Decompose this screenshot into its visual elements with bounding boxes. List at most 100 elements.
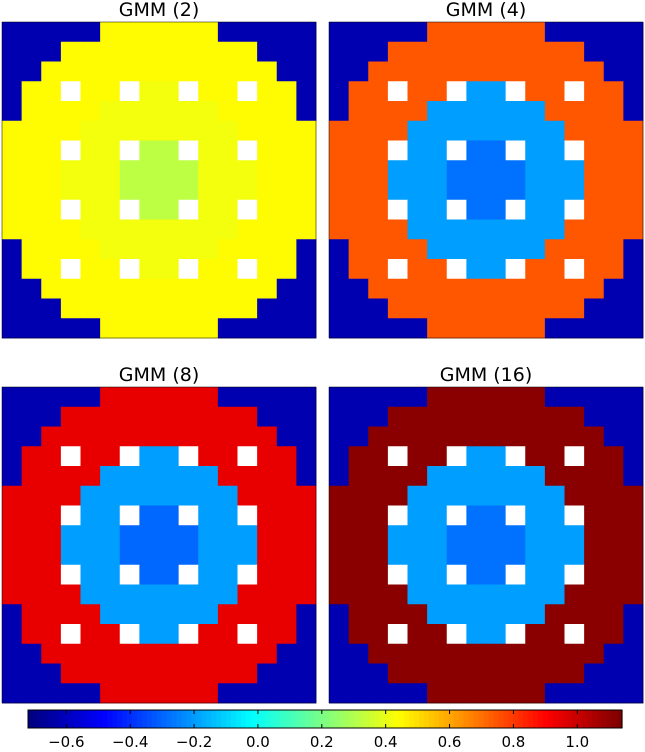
heatmap-cell	[119, 584, 140, 605]
heatmap-cell	[407, 466, 428, 487]
heatmap-cell	[603, 604, 624, 625]
colorbar-tick-label: −0.6	[48, 733, 84, 751]
heatmap-cell	[329, 604, 350, 625]
heatmap-cell	[486, 505, 507, 526]
heatmap-cell	[446, 180, 467, 201]
heatmap-cell	[237, 683, 258, 704]
heatmap-cell	[257, 505, 278, 526]
heatmap-cell	[2, 199, 23, 220]
colorbar-segment	[552, 710, 559, 728]
heatmap-cell	[276, 259, 297, 280]
heatmap-cell	[525, 239, 546, 260]
heatmap-cell	[544, 278, 565, 299]
colorbar-segment	[87, 710, 93, 728]
heatmap-cell	[217, 466, 238, 487]
heatmap-cell	[257, 318, 278, 339]
colorbar-segment	[498, 710, 504, 728]
heatmap-cell	[427, 564, 448, 585]
heatmap-cell	[505, 426, 526, 447]
colorbar-segment	[364, 710, 371, 728]
heatmap-cell	[257, 160, 278, 181]
heatmap-cell	[296, 239, 317, 260]
heatmap-cell	[80, 406, 101, 427]
heatmap-cell	[276, 545, 297, 566]
heatmap-cell	[80, 180, 101, 201]
heatmap-cell	[41, 81, 62, 102]
heatmap-cell	[276, 180, 297, 201]
heatmap-cell	[407, 61, 428, 82]
heatmap-cell	[466, 41, 487, 62]
colorbar-segment	[562, 710, 569, 728]
heatmap-cell	[276, 41, 297, 62]
heatmap-cell	[100, 426, 121, 447]
heatmap-cell	[407, 584, 428, 605]
heatmap-cell	[407, 318, 428, 339]
heatmap-cell	[21, 61, 42, 82]
heatmap-cell	[178, 22, 199, 43]
heatmap-cell	[139, 663, 160, 684]
heatmap-cell	[446, 624, 467, 645]
heatmap-cell	[544, 485, 565, 506]
heatmap-cell	[387, 564, 408, 585]
heatmap-cell	[584, 446, 605, 467]
heatmap-cell	[446, 525, 467, 546]
heatmap-cell	[80, 683, 101, 704]
heatmap-cell	[407, 505, 428, 526]
heatmap-cell	[2, 160, 23, 181]
heatmap-cell	[407, 140, 428, 161]
heatmap-cell	[466, 604, 487, 625]
heatmap-cell	[564, 683, 585, 704]
colorbar-segment	[329, 710, 336, 728]
heatmap-cell	[119, 318, 140, 339]
heatmap-cell	[584, 120, 605, 141]
heatmap-cell	[257, 485, 278, 506]
heatmap-cell	[348, 298, 369, 319]
heatmap-cell	[544, 41, 565, 62]
heatmap-cell	[100, 584, 121, 605]
heatmap-cell	[2, 426, 23, 447]
heatmap-cell	[329, 683, 350, 704]
heatmap-cell	[407, 259, 428, 280]
heatmap-cell	[2, 318, 23, 339]
heatmap-cell	[544, 298, 565, 319]
heatmap-cell	[80, 101, 101, 122]
heatmap-cell	[505, 101, 526, 122]
colorbar-segment	[221, 710, 227, 728]
colorbar-segment	[151, 710, 158, 728]
heatmap-cell	[178, 446, 199, 467]
heatmap-cell	[296, 466, 317, 487]
heatmap-cell	[427, 278, 448, 299]
heatmap-cell	[2, 584, 23, 605]
heatmap-cell	[60, 318, 81, 339]
heatmap-cell	[21, 564, 42, 585]
heatmap-cell	[198, 525, 219, 546]
heatmap-cell	[159, 259, 180, 280]
heatmap-panel: GMM (8)	[1, 364, 317, 704]
colorbar-segment	[339, 710, 346, 728]
heatmap-cell	[466, 180, 487, 201]
heatmap-cell	[486, 41, 507, 62]
heatmap-cell	[446, 505, 467, 526]
heatmap-cell	[41, 406, 62, 427]
heatmap-cell	[348, 160, 369, 181]
heatmap-cell	[544, 199, 565, 220]
heatmap-cell	[178, 180, 199, 201]
heatmap-cell	[584, 278, 605, 299]
heatmap-cell	[276, 120, 297, 141]
heatmap-cell	[2, 120, 23, 141]
colorbar-segment	[216, 710, 222, 728]
heatmap-cell	[237, 406, 258, 427]
heatmap-cell	[486, 564, 507, 585]
heatmap-cell	[21, 180, 42, 201]
heatmap-cell	[446, 120, 467, 141]
heatmap-cell	[584, 101, 605, 122]
heatmap-cell	[198, 278, 219, 299]
heatmap-cell	[2, 81, 23, 102]
heatmap-cell	[237, 219, 258, 240]
heatmap-cell	[505, 278, 526, 299]
heatmap-cell	[41, 101, 62, 122]
heatmap-cell	[198, 22, 219, 43]
heatmap-cell	[584, 160, 605, 181]
heatmap-cell	[139, 199, 160, 220]
heatmap-cell	[217, 525, 238, 546]
